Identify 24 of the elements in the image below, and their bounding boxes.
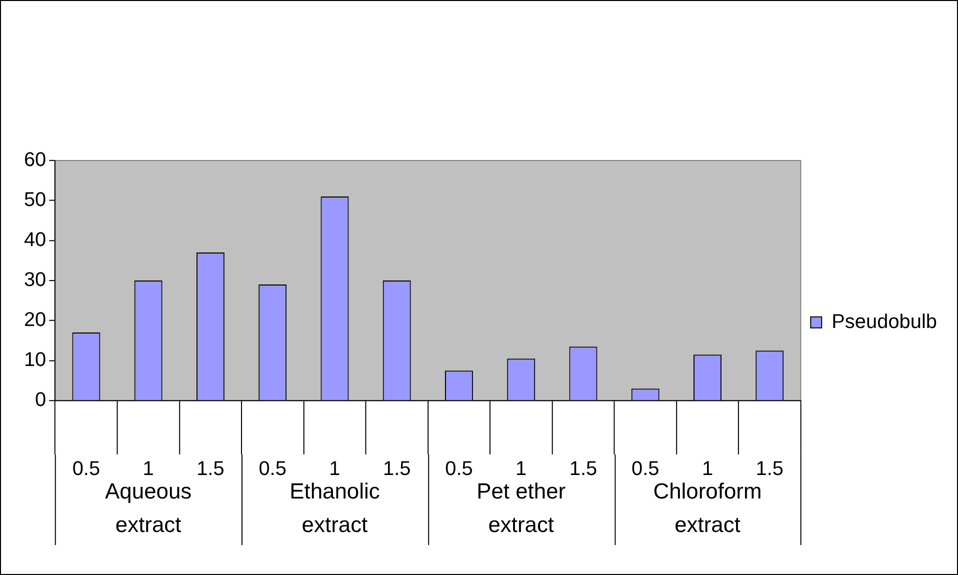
y-tick-label: 10 [24,349,46,372]
y-tick-label: 50 [24,188,46,211]
text: Ethanolic extract [290,478,380,538]
y-tick-label: 0 [35,389,46,412]
y-tick-label: 30 [24,269,46,292]
x-tick-label: 1 [329,458,340,480]
x-tick-label: 0.5 [72,458,100,480]
x-tick-label: 0.5 [258,458,286,480]
y-tick-label: 20 [24,309,46,332]
x-tick-label: 1 [702,458,714,480]
x-tick-label: 1 [516,458,527,480]
x-tick-label: 1.5 [569,458,598,480]
x-tick-label: 0.5 [631,458,660,480]
x-tick-label: 1.5 [756,458,784,480]
x-tick-label: 0.5 [445,458,473,480]
text: Pet ether extract [476,478,566,538]
y-tick-label: 60 [24,148,46,171]
x-tick-label: 1.5 [382,458,411,480]
x-tick-label: 1.5 [196,458,224,480]
legend-label: Pseudobulb [832,310,938,333]
text: Aqueous extract [105,478,192,538]
text: Chloroform extract [653,478,762,538]
x-tick-label: 1 [142,458,154,480]
y-tick-label: 40 [24,229,46,251]
